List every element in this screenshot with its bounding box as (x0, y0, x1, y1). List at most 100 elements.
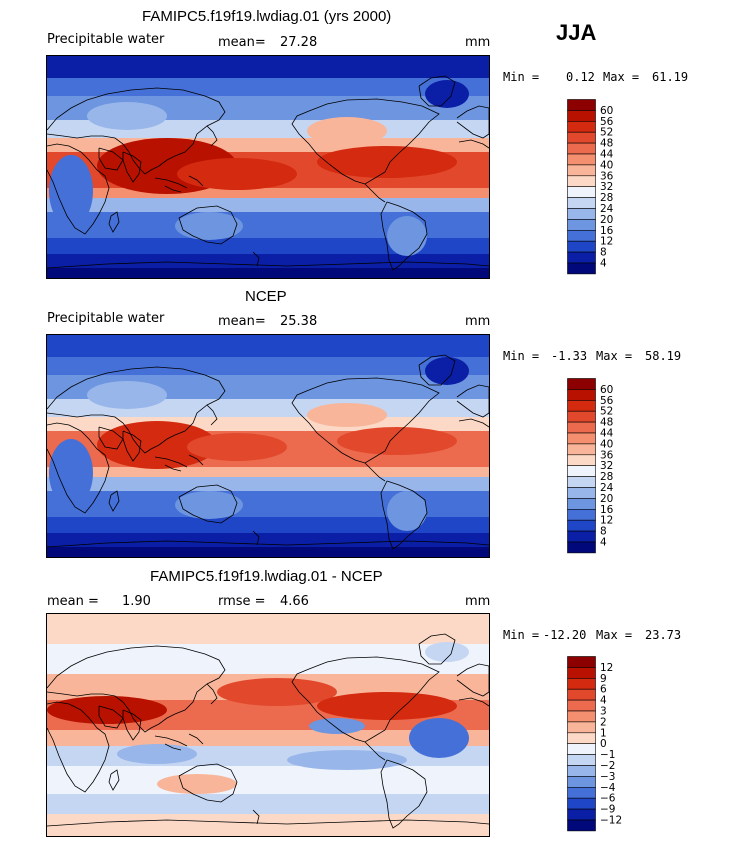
field-band (47, 238, 489, 254)
panel-1-min-label: Min = (503, 70, 540, 84)
panel-3-map-field (47, 614, 489, 836)
colorbar-tick-label: 52 (600, 127, 613, 139)
panel-1-map (46, 55, 490, 279)
field-band (47, 547, 489, 557)
field-contour-region (307, 403, 387, 427)
panel-3-max-label: Max = (596, 628, 633, 642)
coastline (291, 377, 440, 464)
coastline (164, 185, 182, 193)
colorbar-tick-label: 3 (600, 706, 607, 718)
colorbar-tick-label: 1 (600, 727, 607, 739)
panel-3-colorbar: 12 9 6 4 3 2 1 0 −1 −2 −3 −4 −6 −9 −12 (567, 656, 637, 833)
colorbar-tick-label: 4 (600, 537, 607, 549)
coastline (206, 683, 218, 705)
colorbar-box (567, 819, 596, 832)
colorbar-box (567, 656, 596, 668)
colorbar-box (567, 197, 596, 209)
coastline (418, 633, 456, 665)
colorbar-box (567, 787, 596, 799)
field-band (47, 644, 489, 674)
colorbar-box (567, 688, 596, 701)
coastline (164, 743, 182, 751)
coastline (364, 183, 386, 203)
colorbar-tick-label: 4 (600, 258, 607, 270)
coastline (188, 454, 204, 466)
panel-3-max-value: 23.73 (645, 628, 682, 642)
coastline (98, 705, 124, 729)
colorbar-tick-label: 32 (600, 181, 613, 193)
colorbar-box (567, 389, 596, 401)
panel-3-title: FAMIPC5.f19f19.lwdiag.01 - NCEP (150, 568, 383, 585)
colorbar-tick-label: −6 (600, 793, 616, 805)
field-contour-region (117, 744, 197, 764)
colorbar-box (567, 498, 596, 510)
colorbar-box (567, 131, 596, 144)
field-band (47, 254, 489, 268)
colorbar-tick-label: 20 (600, 493, 613, 505)
coastline (458, 418, 489, 428)
colorbar-box (567, 262, 596, 275)
colorbar-box (567, 240, 596, 253)
colorbar-tick-label: 40 (600, 159, 613, 171)
coastline (364, 462, 386, 482)
coastline (122, 709, 142, 741)
colorbar-tick-label: 12 (600, 662, 613, 674)
colorbar-tick-label: −3 (600, 771, 615, 783)
coastline (291, 98, 440, 185)
coastline (456, 663, 489, 697)
panel-2-max-label: Max = (596, 349, 633, 363)
coastline (47, 645, 226, 733)
panel-2-mean-value: 25.38 (280, 314, 318, 329)
panel-2-variable-label: Precipitable water (47, 311, 165, 326)
season-label: JJA (556, 20, 597, 45)
colorbar-tick-label: 20 (600, 214, 613, 226)
colorbar-tick-label: 56 (600, 395, 614, 407)
colorbar-box (567, 110, 596, 122)
colorbar-tick-label: 8 (600, 526, 607, 538)
colorbar-box (567, 432, 596, 445)
panel-1-min-value: 0.12 (566, 70, 595, 84)
field-band (47, 467, 489, 477)
panel-2-map (46, 334, 490, 558)
coastline (47, 819, 489, 827)
colorbar-box (567, 765, 596, 777)
panel-3-mean-label: mean = (47, 594, 99, 609)
colorbar-tick-label: 60 (600, 384, 613, 396)
colorbar-box (567, 443, 596, 456)
field-band (47, 56, 489, 78)
colorbar-box (567, 186, 596, 198)
coastline (458, 139, 489, 149)
colorbar-tick-label: 32 (600, 460, 613, 472)
colorbar-box (567, 378, 596, 390)
field-contour-region (287, 750, 407, 770)
coastline (458, 697, 489, 707)
field-contour-region (307, 117, 387, 145)
panel-2-title: NCEP (245, 288, 287, 305)
panel-2-units: mm (465, 314, 491, 329)
colorbar-tick-label: −1 (600, 749, 615, 761)
coastline (98, 147, 124, 171)
colorbar-tick-label: 16 (600, 504, 614, 516)
colorbar-tick-label: 24 (600, 203, 614, 215)
field-band (47, 268, 489, 278)
coastline (456, 384, 489, 418)
coastline (47, 366, 226, 454)
panel-2-map-field (47, 335, 489, 557)
panel-3-rmse-label: rmse = (218, 594, 266, 609)
coastline (154, 177, 188, 189)
panel-1-colorbar: 60 56 52 48 44 40 36 32 28 24 20 16 12 8 4 (567, 99, 637, 276)
panel-3-units: mm (465, 594, 491, 609)
field-band (47, 614, 489, 644)
colorbar-tick-label: 2 (600, 716, 607, 728)
panel-3-min-value: -12.20 (543, 628, 587, 642)
colorbar-box (567, 219, 596, 231)
panel-2-max-value: 58.19 (645, 349, 682, 363)
coastline (178, 484, 238, 524)
coastline (47, 143, 110, 235)
coastline (122, 151, 142, 183)
field-contour-region (217, 678, 337, 706)
field-band (47, 814, 489, 836)
panel-3-map (46, 613, 490, 837)
colorbar-box (567, 142, 596, 155)
colorbar-tick-label: 48 (600, 138, 613, 150)
